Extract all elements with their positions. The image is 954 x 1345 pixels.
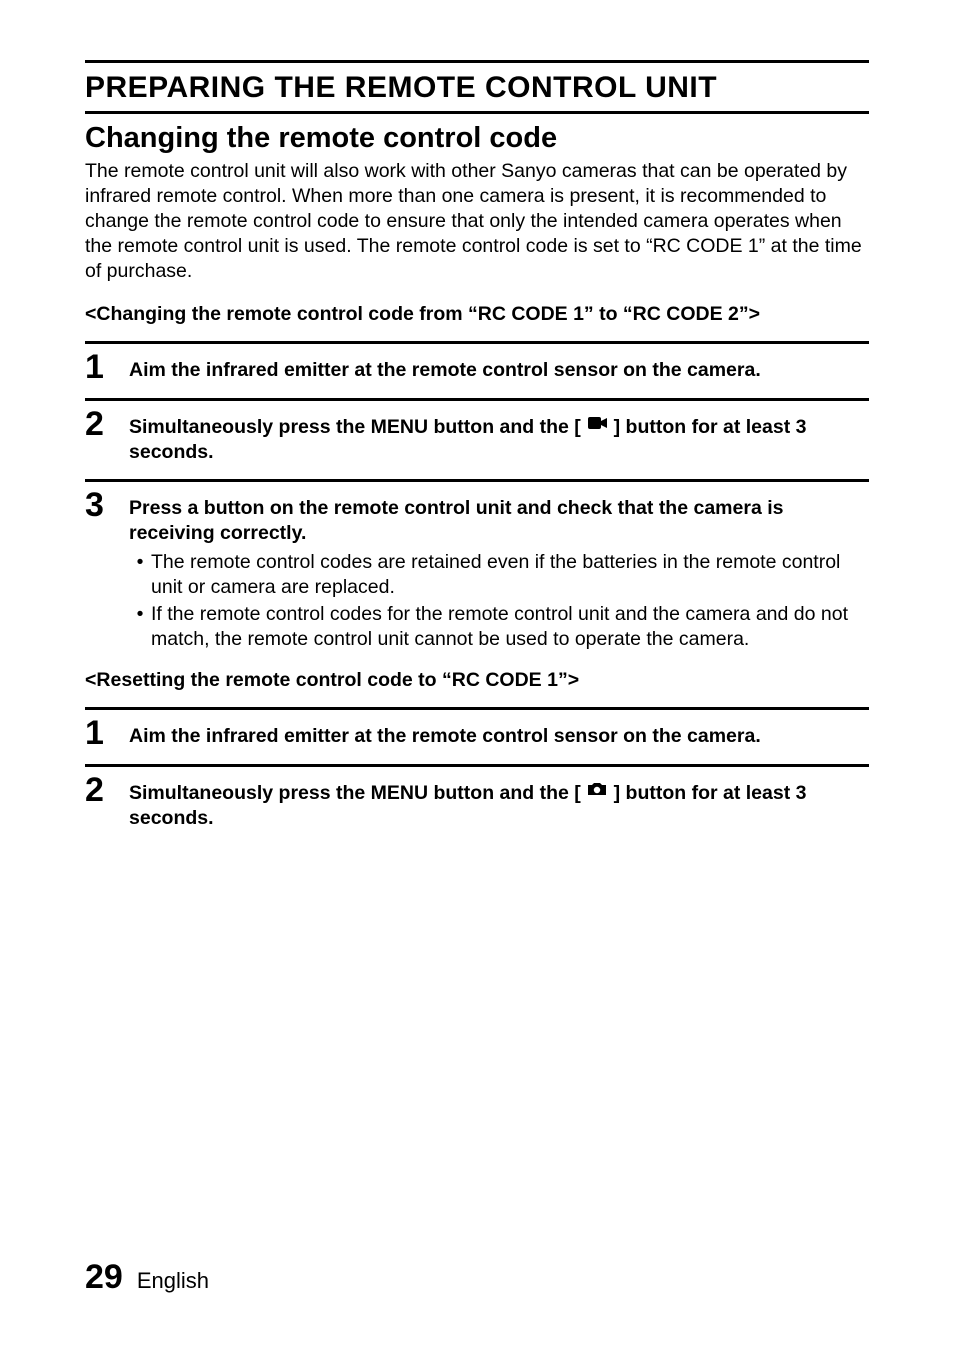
step-title-pre: Simultaneously press the MENU button and… xyxy=(129,782,586,804)
step-title: Aim the infrared emitter at the remote c… xyxy=(129,358,869,383)
step-number: 1 xyxy=(85,350,129,384)
section-a-step-1: 1 Aim the infrared emitter at the remote… xyxy=(85,341,869,384)
video-icon xyxy=(586,413,608,438)
step-title: Press a button on the remote control uni… xyxy=(129,496,869,546)
bullet-item: • If the remote control codes for the re… xyxy=(129,602,869,652)
step-number: 1 xyxy=(85,716,129,750)
section-a-heading: <Changing the remote control code from “… xyxy=(85,302,869,327)
footer-language: English xyxy=(137,1268,209,1293)
step-body: Aim the infrared emitter at the remote c… xyxy=(129,350,869,383)
bullet-item: • The remote control codes are retained … xyxy=(129,550,869,600)
page-footer: 29 English xyxy=(85,1258,209,1297)
page-number: 29 xyxy=(85,1258,123,1296)
step-bullets: • The remote control codes are retained … xyxy=(129,550,869,652)
step-title-pre: Simultaneously press the MENU button and… xyxy=(129,416,586,438)
step-number: 2 xyxy=(85,407,129,441)
bullet-text: The remote control codes are retained ev… xyxy=(151,550,869,600)
main-rule-bottom xyxy=(85,111,869,114)
step-body: Aim the infrared emitter at the remote c… xyxy=(129,716,869,749)
step-body: Simultaneously press the MENU button and… xyxy=(129,407,869,465)
subtitle: Changing the remote control code xyxy=(85,122,869,155)
step-title: Simultaneously press the MENU button and… xyxy=(129,781,869,831)
step-number: 3 xyxy=(85,488,129,522)
step-number: 2 xyxy=(85,773,129,807)
step-body: Simultaneously press the MENU button and… xyxy=(129,773,869,831)
section-b-step-2: 2 Simultaneously press the MENU button a… xyxy=(85,764,869,831)
section-b-step-1: 1 Aim the infrared emitter at the remote… xyxy=(85,707,869,750)
intro-paragraph: The remote control unit will also work w… xyxy=(85,159,869,284)
step-title: Aim the infrared emitter at the remote c… xyxy=(129,724,869,749)
step-body: Press a button on the remote control uni… xyxy=(129,488,869,654)
bullet-text: If the remote control codes for the remo… xyxy=(151,602,869,652)
section-b-heading: <Resetting the remote control code to “R… xyxy=(85,668,869,693)
main-title: PREPARING THE REMOTE CONTROL UNIT xyxy=(85,71,869,105)
step-title: Simultaneously press the MENU button and… xyxy=(129,415,869,465)
main-rule-top xyxy=(85,60,869,63)
camera-icon xyxy=(586,779,608,804)
bullet-marker: • xyxy=(129,550,151,600)
section-a-step-2: 2 Simultaneously press the MENU button a… xyxy=(85,398,869,465)
bullet-marker: • xyxy=(129,602,151,652)
section-a-step-3: 3 Press a button on the remote control u… xyxy=(85,479,869,654)
